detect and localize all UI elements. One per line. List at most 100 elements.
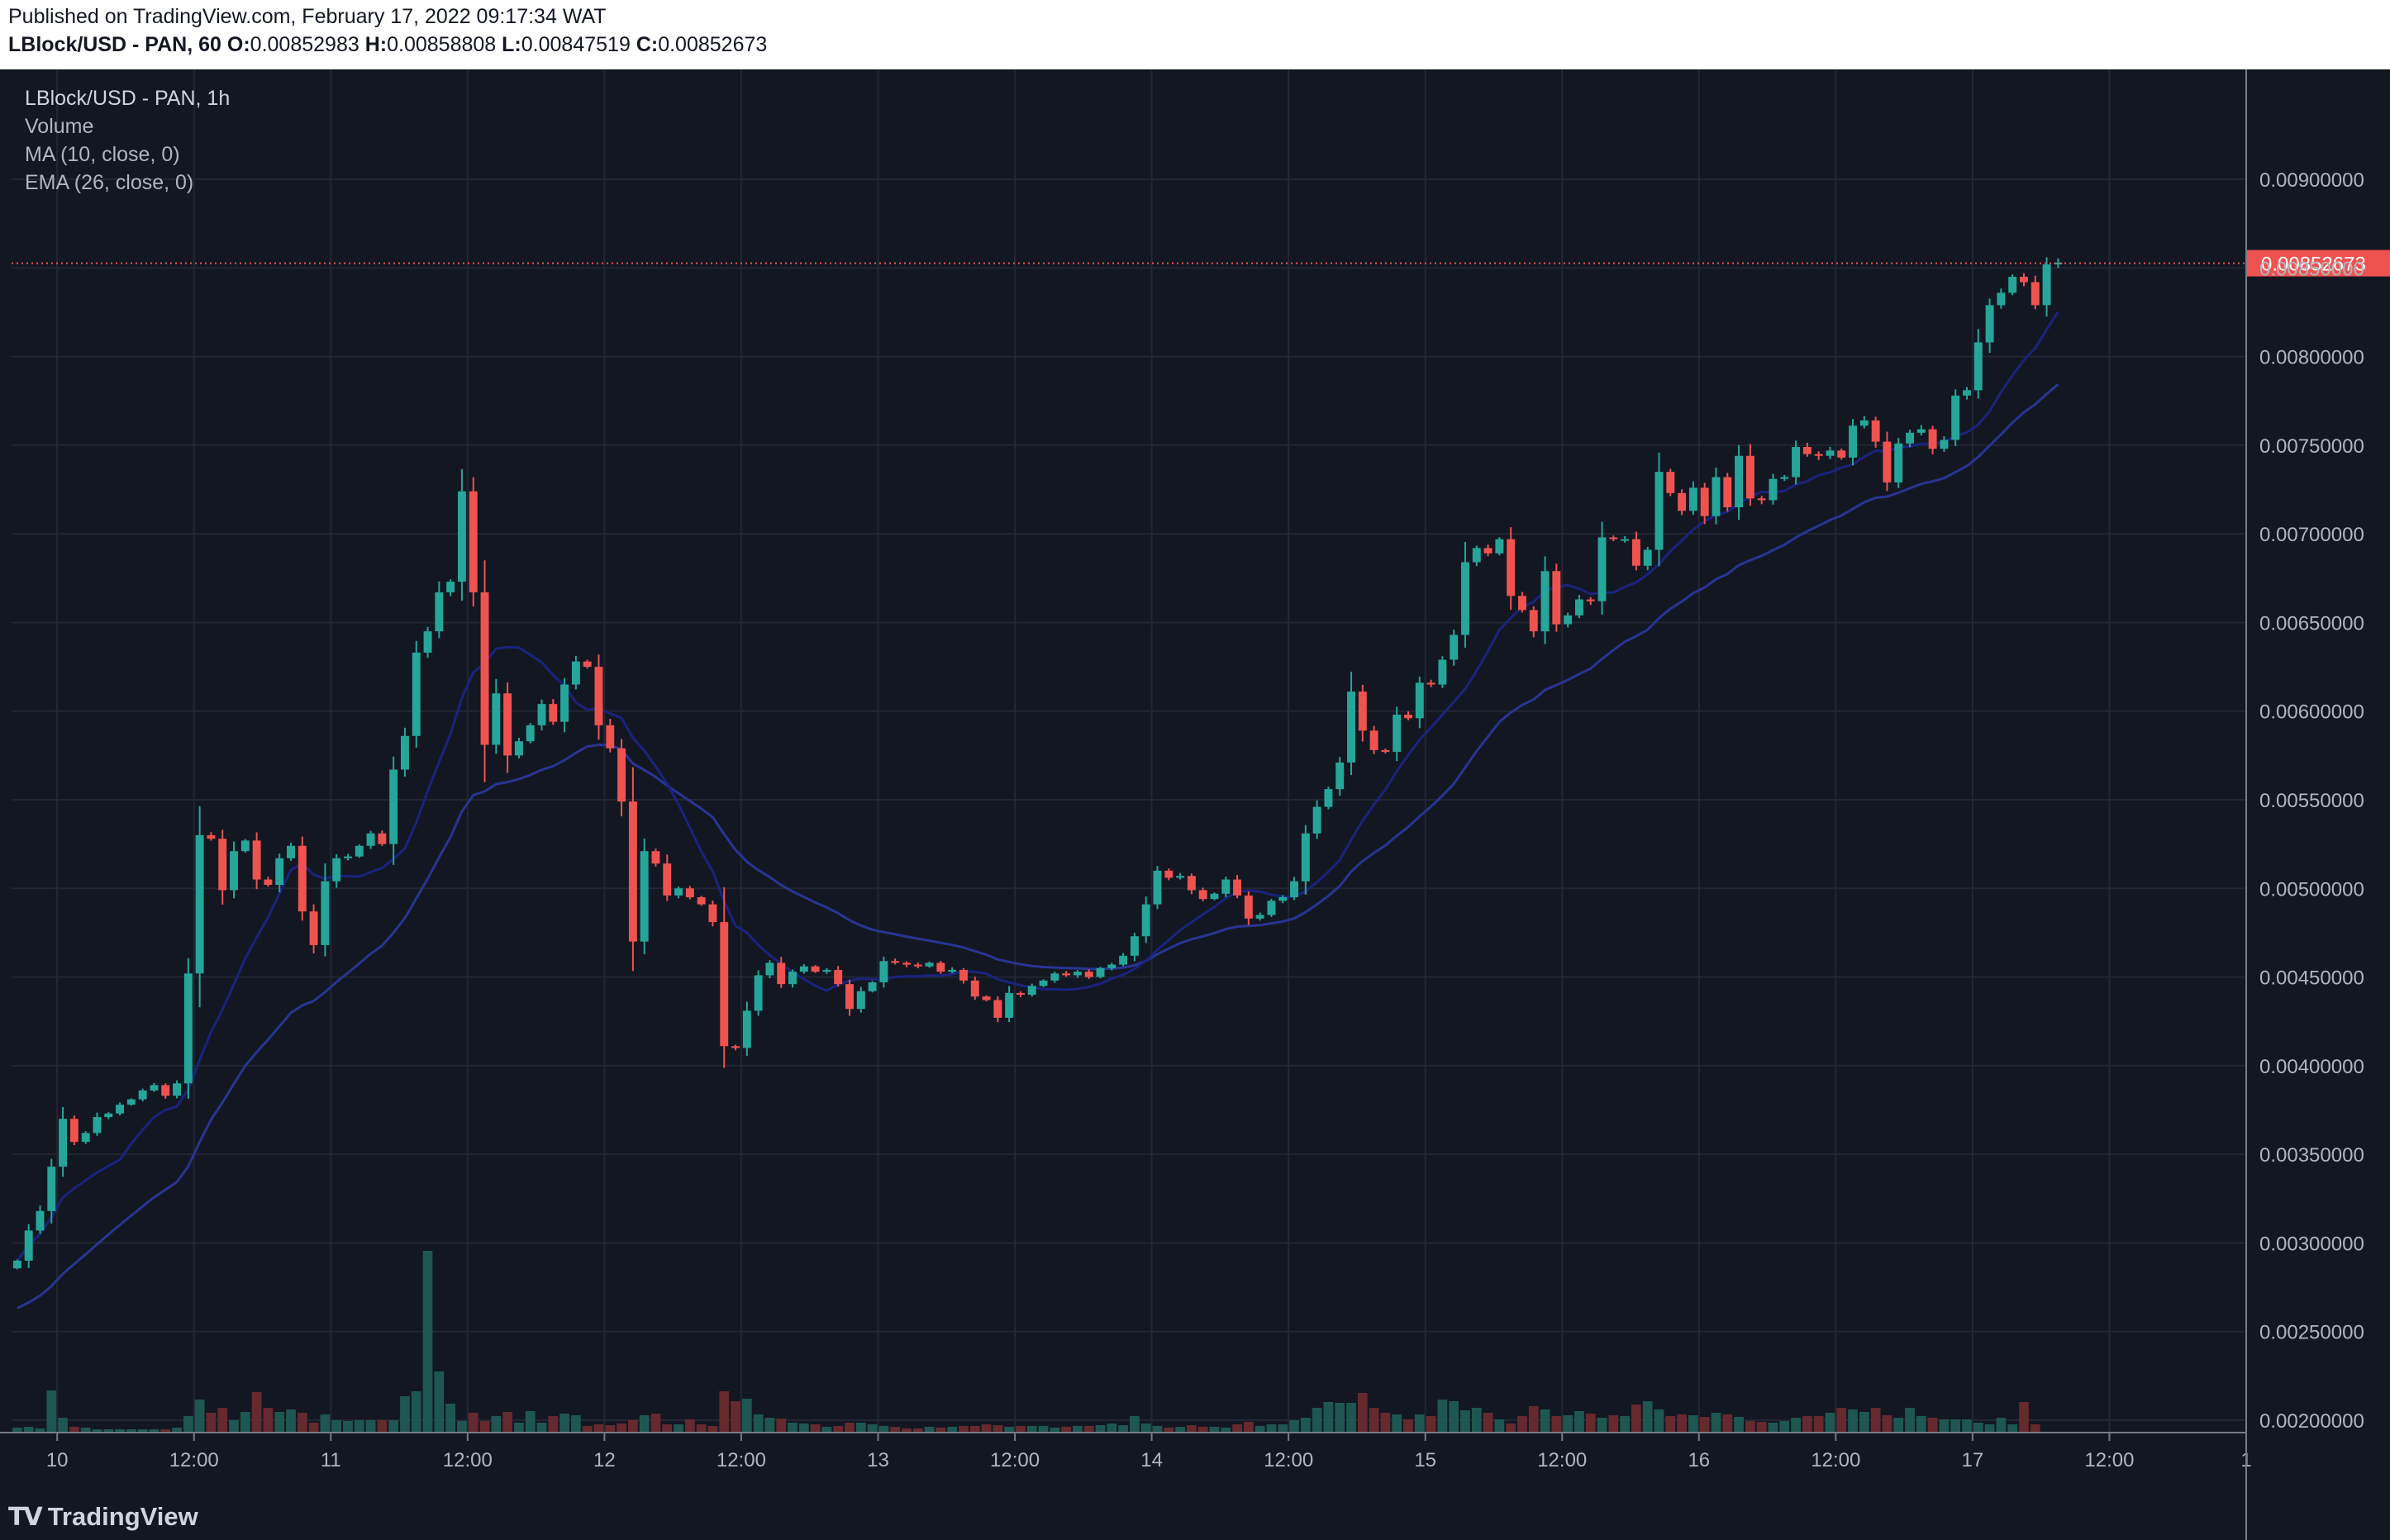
volume-bar <box>1882 1415 1892 1433</box>
candle-body <box>571 661 580 685</box>
candle-body <box>12 1260 21 1269</box>
axes: 0.00900000 0.00850000 0.00800000 0.00750000… <box>0 69 2364 1540</box>
candle-body <box>1255 915 1264 919</box>
volume-bar <box>502 1412 512 1433</box>
volume-bar <box>1300 1418 1311 1433</box>
candle-body <box>1700 487 1709 516</box>
time-tick-label: 12:00 <box>1811 1449 1860 1471</box>
price-tick-label: 0.00550000 <box>2259 790 2364 812</box>
price-tick-label: 0.00850000 <box>2259 258 2364 280</box>
volume-bar <box>1642 1401 1653 1433</box>
candle-body <box>1609 537 1618 539</box>
time-tick-label: 17 <box>1962 1449 1984 1471</box>
candle-body <box>754 975 763 1011</box>
candle-body <box>1050 973 1059 981</box>
volume-bar <box>1620 1416 1630 1433</box>
volume-bar <box>445 1404 456 1433</box>
volume-bar <box>331 1420 342 1433</box>
volume-bar <box>1528 1406 1539 1433</box>
price-chart[interactable]: 0.00852673 0.00900000 0.00850000 0.0080000… <box>0 69 2390 1540</box>
candle-body <box>1039 980 1048 986</box>
volume-histogram <box>12 1251 2040 1433</box>
candle-body <box>366 833 375 846</box>
volume-bar <box>1916 1416 1926 1433</box>
candle-body <box>412 652 421 736</box>
candle-body <box>777 962 786 985</box>
candle-body <box>1552 571 1561 625</box>
candle-body <box>1324 789 1333 807</box>
candle-body <box>104 1113 113 1118</box>
candle-body <box>207 834 216 839</box>
volume-bar <box>1038 1426 1049 1433</box>
candle-body <box>1643 549 1652 566</box>
open-label: O: <box>226 33 250 56</box>
volume-bar <box>69 1427 79 1433</box>
candle-body <box>400 735 409 770</box>
candle-body <box>503 693 512 756</box>
candle-body <box>1278 897 1288 901</box>
volume-bar <box>1061 1427 1071 1433</box>
volume-bar <box>434 1371 445 1433</box>
candle-body <box>1712 477 1721 516</box>
candle-body <box>435 592 444 632</box>
candle-body <box>788 972 797 985</box>
candle-body <box>1597 537 1607 601</box>
volume-bar <box>1984 1424 1995 1433</box>
volume-bar <box>1323 1402 1334 1433</box>
price-tick-label: 0.00450000 <box>2259 967 2364 990</box>
volume-bar <box>833 1426 844 1433</box>
volume-bar <box>46 1390 57 1433</box>
candle-body <box>1472 548 1481 563</box>
candle-body <box>116 1105 125 1114</box>
volume-bar <box>1677 1414 1687 1433</box>
volume-bar <box>1095 1425 1106 1433</box>
candle-body <box>879 961 888 983</box>
volume-bar <box>1517 1416 1527 1433</box>
candle-body <box>1290 881 1299 898</box>
candle-body <box>469 491 478 592</box>
symbol-interval: LBlock/USD - PAN, 60 <box>8 33 221 56</box>
volume-bar <box>400 1396 410 1433</box>
volume-bar <box>821 1427 832 1433</box>
current-price-badge <box>2246 250 2390 277</box>
candle-body <box>1517 596 1526 611</box>
volume-bar <box>1973 1423 1983 1433</box>
candle-body <box>2042 264 2051 306</box>
price-tick-label: 0.00300000 <box>2259 1233 2364 1255</box>
candle-body <box>1244 895 1253 919</box>
candle-body <box>902 962 911 965</box>
candle-body <box>457 491 466 582</box>
candle-body <box>1826 450 1835 456</box>
candle-body <box>822 969 831 972</box>
candle-body <box>537 704 546 725</box>
volume-bar <box>1243 1422 1254 1433</box>
candle-body <box>1916 429 1926 433</box>
candle-body <box>526 725 535 742</box>
price-tick-label: 0.00900000 <box>2259 169 2364 192</box>
volume-bar <box>172 1428 182 1433</box>
volume-bar <box>741 1399 752 1433</box>
candle-body <box>1005 992 1014 1018</box>
price-tick-label: 0.00200000 <box>2259 1410 2364 1433</box>
volume-bar <box>1050 1428 1060 1433</box>
volume-bar <box>1779 1421 1790 1433</box>
low-value: 0.00847519 <box>521 33 631 56</box>
volume-bar <box>731 1401 740 1433</box>
volume-bar <box>605 1425 616 1433</box>
volume-bar <box>1825 1413 1835 1433</box>
volume-bar <box>1266 1424 1277 1433</box>
volume-bar <box>1734 1417 1744 1433</box>
candle-body <box>1688 487 1697 511</box>
time-tick-label: 11 <box>321 1449 341 1471</box>
volume-bar <box>1551 1416 1562 1433</box>
candle-body <box>606 725 615 749</box>
time-tick-label: 14 <box>1140 1449 1163 1471</box>
volume-bar <box>1813 1416 1824 1433</box>
candle-body <box>1973 342 1983 391</box>
candle-body <box>799 966 808 972</box>
candle-body <box>1837 450 1846 458</box>
ohlc-readout: LBlock/USD - PAN, 60 O:0.00852983 H:0.00… <box>8 33 767 57</box>
volume-bar <box>1756 1422 1767 1433</box>
volume-bar <box>274 1412 285 1433</box>
volume-bar <box>1255 1426 1265 1433</box>
